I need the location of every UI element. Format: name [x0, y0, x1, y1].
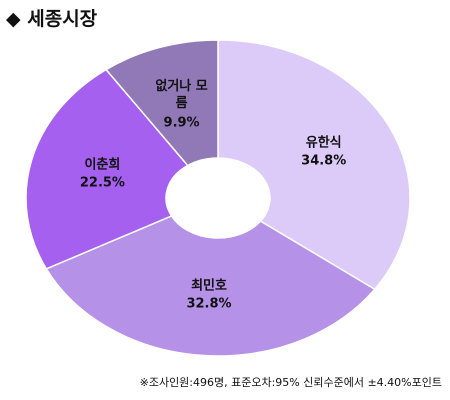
slice-label: 없거나 모름 [155, 78, 208, 111]
title-text: 세종시장 [27, 8, 98, 30]
slice-value: 9.9% [163, 115, 200, 131]
slice-label: 이춘희 [84, 157, 121, 173]
slice-value: 32.8% [186, 296, 232, 312]
donut-slice [25, 68, 189, 270]
slice-value: 34.8% [301, 153, 347, 169]
slice-label: 최민호 [191, 278, 227, 294]
slice-value: 22.5% [79, 175, 125, 191]
donut-slice [45, 215, 376, 357]
slice-label: 유한식 [305, 135, 342, 151]
title-marker: ◆ [6, 8, 28, 30]
donut-slice [104, 39, 219, 167]
footnote: ※조사인원:496명, 표준오차:95% 신뢰수준에서 ±4.40%포인트 [139, 376, 442, 389]
donut-slice [217, 39, 411, 291]
chart-title: ◆ 세종시장 [6, 4, 97, 31]
